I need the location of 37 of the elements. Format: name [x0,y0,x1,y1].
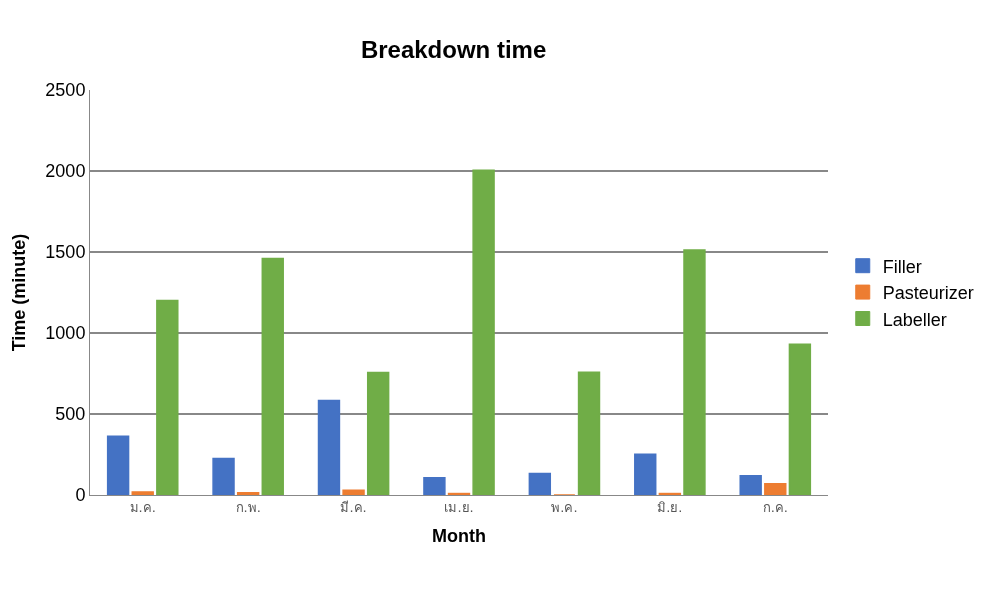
x-tick-label: ม.ค. [129,499,156,515]
bar [131,491,154,495]
bar [423,476,446,495]
legend-label: Filler [882,256,922,277]
bar [764,482,787,495]
bar [317,399,341,495]
bar [634,453,657,495]
bar [156,299,179,495]
bar [212,457,235,495]
bar [261,257,284,495]
x-tick-label: มิ.ย. [657,499,683,515]
bar [342,489,365,495]
bar [106,435,130,495]
bar [577,371,601,495]
bar [683,249,706,495]
bar [236,491,260,495]
x-tick-label: ก.พ. [235,499,261,515]
legend-label: Labeller [882,309,947,330]
y-tick-label: 1500 [45,242,86,263]
bar [739,474,762,495]
x-tick-label: พ.ค. [551,499,578,515]
y-tick-label: 0 [75,485,86,506]
y-tick-label: 2500 [45,80,86,101]
bar [472,169,495,495]
bar [788,343,812,495]
chart-title: Breakdown time [360,36,547,64]
x-tick-label: มี.ค. [340,499,367,515]
x-tick-label: เม.ย. [444,499,474,515]
y-tick-label: 500 [55,404,86,425]
y-tick-label: 1000 [45,323,86,344]
y-tick-label: 2000 [45,161,86,182]
y-axis-title: Time (minute) [8,233,29,352]
x-tick-label: ก.ค. [762,499,788,515]
bar [366,371,390,495]
bar [528,472,552,495]
legend-label: Pasteurizer [882,283,974,304]
x-axis-title: Month [432,525,486,546]
